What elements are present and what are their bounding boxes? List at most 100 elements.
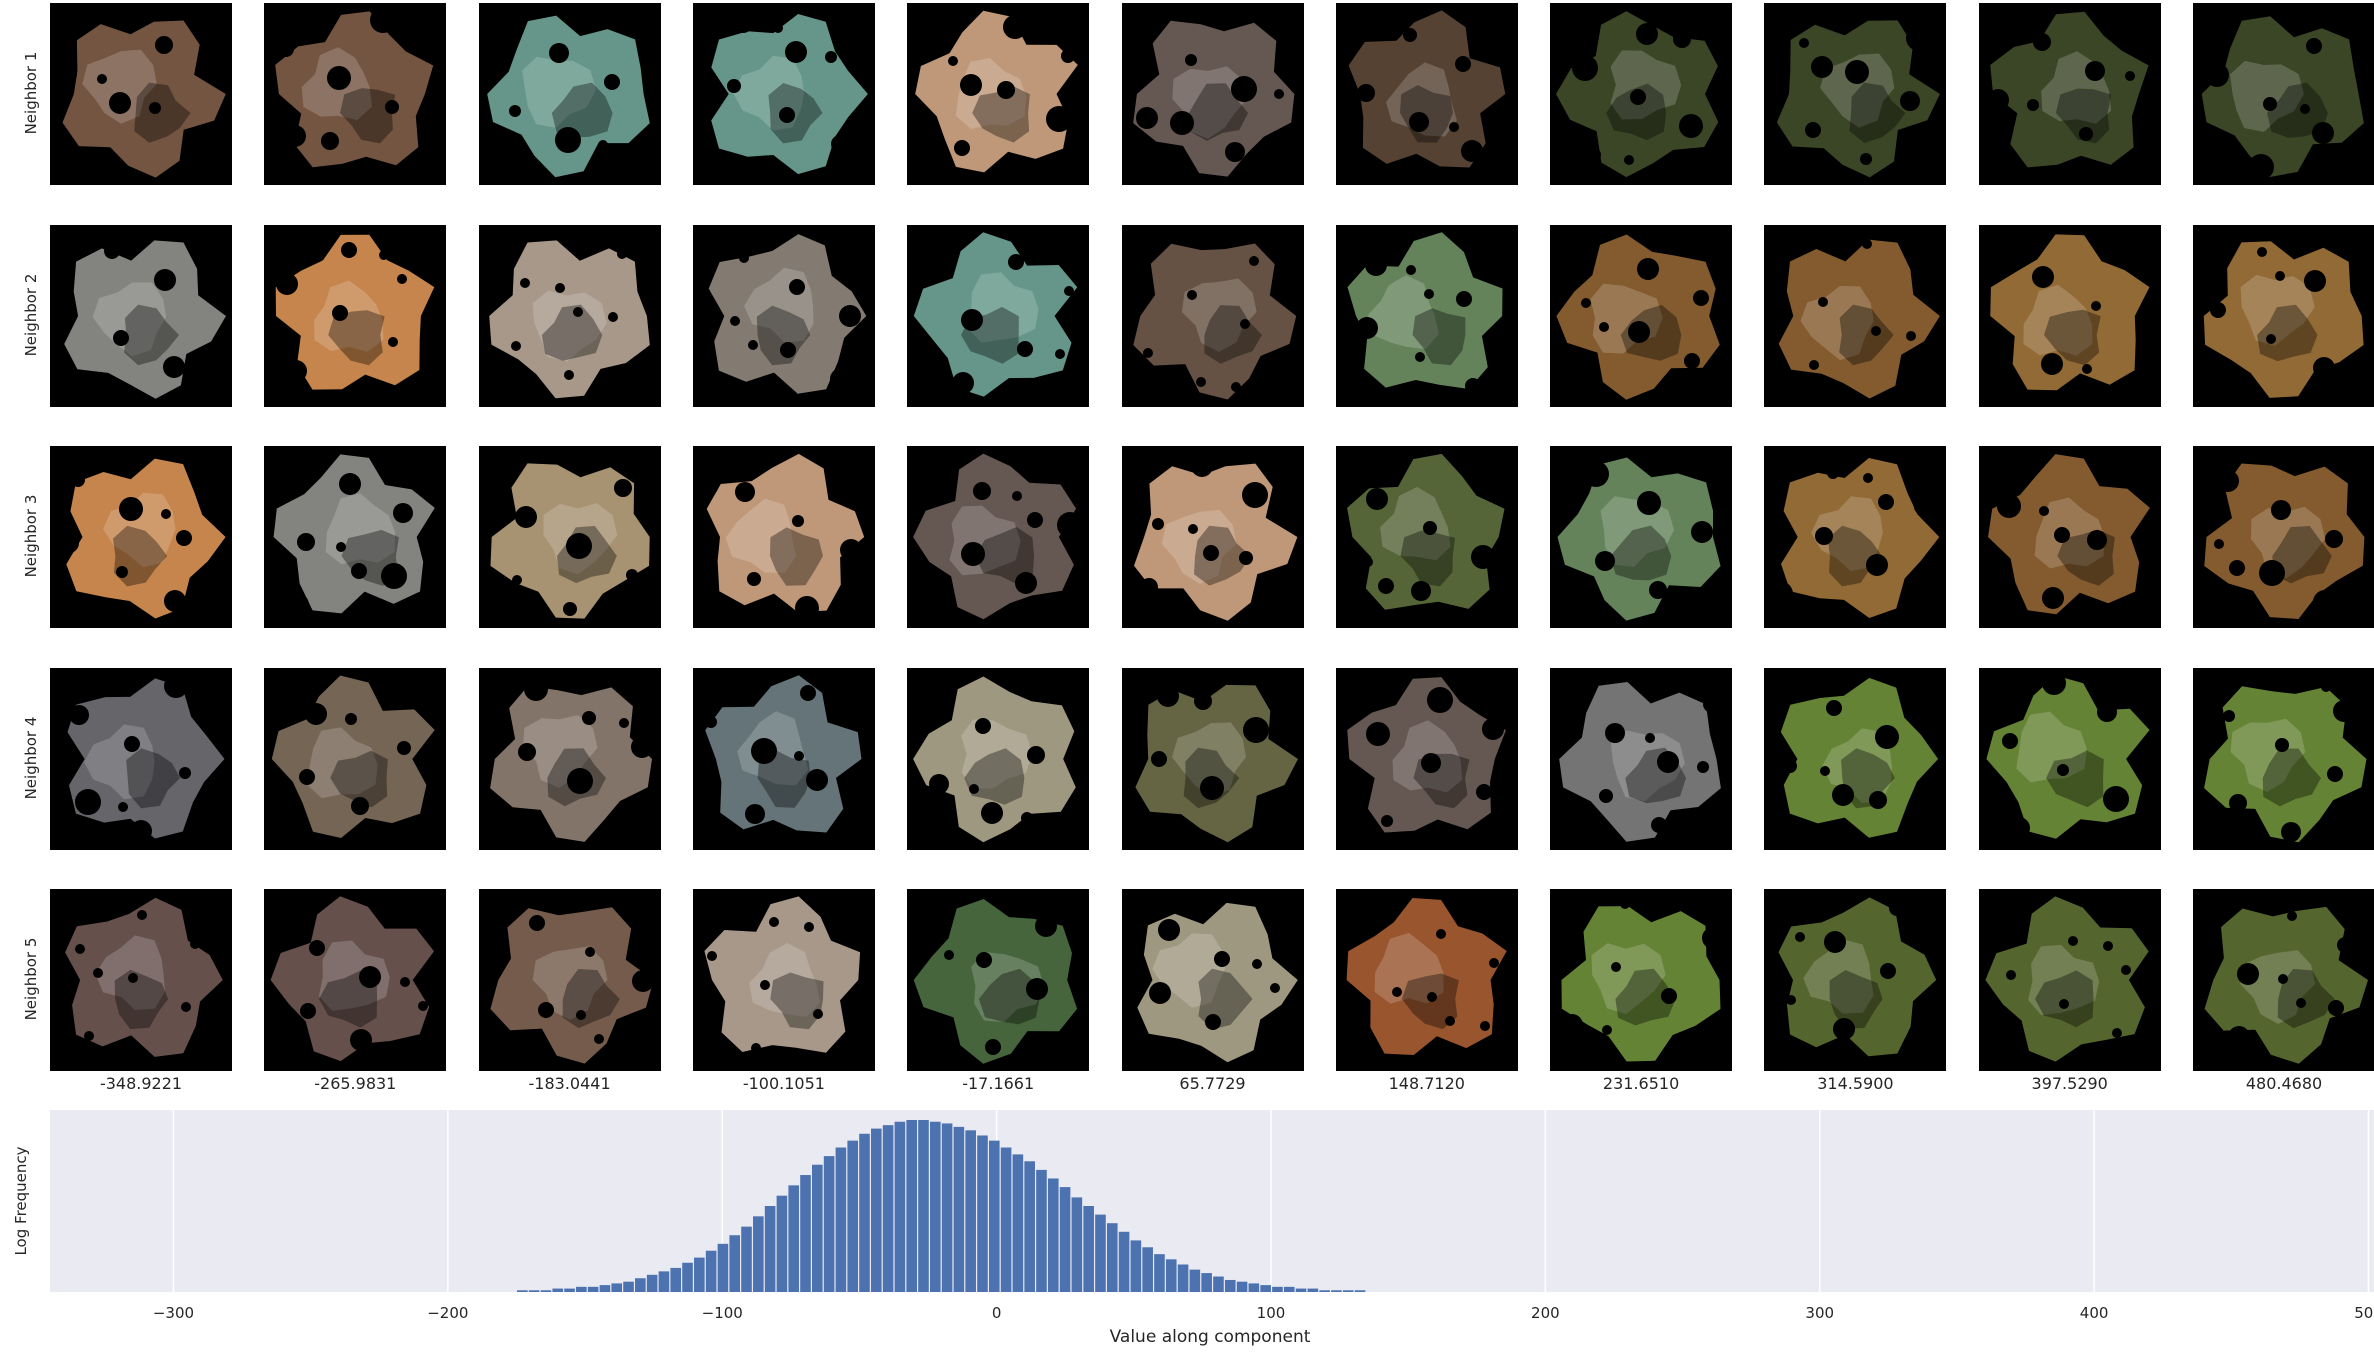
neighbor-image-tile	[1550, 668, 1732, 850]
column-value-label: 148.7120	[1336, 1074, 1518, 1093]
histogram-bar	[1272, 1287, 1283, 1292]
column-value-label: -17.1661	[907, 1074, 1089, 1093]
histogram-bar	[1024, 1161, 1035, 1292]
histogram-bar	[859, 1134, 870, 1292]
x-tick-labels: −300 −200 −100 0 100 200 300 400 500	[153, 1304, 2374, 1322]
histogram-bar	[847, 1141, 858, 1292]
neighbor-image-tile	[2193, 668, 2374, 850]
histogram-bar	[1190, 1270, 1201, 1292]
histogram-bar	[529, 1290, 540, 1292]
histogram-bar	[1319, 1290, 1330, 1292]
neighbor-image-tile	[1550, 446, 1732, 628]
neighbor-image-tile	[1979, 446, 2161, 628]
histogram-bar	[918, 1120, 929, 1292]
x-tick-label: 200	[1531, 1304, 1560, 1322]
neighbor-image-tile	[479, 225, 661, 407]
histogram-bar	[1060, 1187, 1071, 1292]
histogram-bar	[883, 1125, 894, 1292]
neighbor-image-tile	[1336, 446, 1518, 628]
histogram-bar	[1284, 1287, 1295, 1292]
histogram-bar	[836, 1148, 847, 1292]
neighbor-image-tile	[693, 225, 875, 407]
histogram-bar	[977, 1135, 988, 1292]
histogram-bar	[588, 1287, 599, 1292]
column-value-label: -348.9221	[50, 1074, 232, 1093]
plot-background	[50, 1110, 2374, 1292]
histogram-bar	[564, 1289, 575, 1292]
neighbor-image-tile	[1764, 889, 1946, 1071]
histogram-bar	[1072, 1197, 1083, 1292]
histogram-bar	[600, 1285, 611, 1292]
histogram-bar	[635, 1278, 646, 1292]
neighbor-image-tile	[264, 3, 446, 185]
histogram-bar	[765, 1206, 776, 1292]
histogram-bar	[824, 1156, 835, 1292]
neighbor-image-tile	[693, 446, 875, 628]
histogram-bar	[1048, 1178, 1059, 1292]
neighbor-image-tile	[2193, 889, 2374, 1071]
neighbor-image-tile	[479, 668, 661, 850]
histogram-bar	[989, 1141, 1000, 1292]
neighbor-image-tile	[50, 446, 232, 628]
neighbor-image-tile	[907, 3, 1089, 185]
histogram-bar	[1107, 1223, 1118, 1292]
neighbor-image-grid: Neighbor 1 Neighbor 2 Neighbor 3 Neighbor 4…	[0, 0, 2374, 1100]
histogram-bar	[954, 1127, 965, 1292]
neighbor-image-tile	[1122, 889, 1304, 1071]
histogram-bar	[623, 1282, 634, 1292]
column-value-label: -265.9831	[264, 1074, 446, 1093]
histogram-bar	[1166, 1259, 1177, 1292]
column-value-label: 231.6510	[1550, 1074, 1732, 1093]
neighbor-image-tile	[1764, 3, 1946, 185]
neighbor-image-tile	[1550, 3, 1732, 185]
x-tick-label: −300	[153, 1304, 194, 1322]
neighbor-image-tile	[1336, 889, 1518, 1071]
neighbor-image-tile	[1336, 3, 1518, 185]
column-value-label: 65.7729	[1122, 1074, 1304, 1093]
histogram-bar	[694, 1258, 705, 1292]
histogram-bar	[1119, 1232, 1130, 1292]
row-label: Neighbor 4	[22, 668, 40, 848]
neighbor-image-tile	[1979, 3, 2161, 185]
row-label: Neighbor 3	[22, 446, 40, 626]
histogram-bar	[659, 1271, 670, 1292]
neighbor-image-tile	[479, 3, 661, 185]
histogram-bar	[1260, 1285, 1271, 1292]
histogram-bar	[753, 1216, 764, 1292]
histogram-bar	[965, 1130, 976, 1292]
histogram-bar	[1296, 1289, 1307, 1292]
neighbor-image-tile	[1122, 225, 1304, 407]
histogram-panel: −300 −200 −100 0 100 200 300 400 500 Value along…	[0, 1100, 2374, 1363]
histogram-bar	[1331, 1290, 1342, 1292]
histogram-bar	[718, 1244, 729, 1292]
x-axis-label: Value along component	[1110, 1327, 1311, 1347]
histogram-bar	[1178, 1264, 1189, 1292]
row-label: Neighbor 5	[22, 889, 40, 1069]
neighbor-image-tile	[2193, 3, 2374, 185]
neighbor-image-tile	[50, 889, 232, 1071]
histogram-bar	[1154, 1254, 1165, 1292]
neighbor-image-tile	[693, 889, 875, 1071]
neighbor-image-tile	[479, 889, 661, 1071]
histogram-bar	[670, 1268, 681, 1292]
neighbor-image-tile	[1764, 225, 1946, 407]
neighbor-image-tile	[1336, 225, 1518, 407]
histogram-bar	[812, 1165, 823, 1292]
row-label: Neighbor 2	[22, 225, 40, 405]
histogram-bar	[895, 1122, 906, 1292]
histogram-bar	[1001, 1148, 1012, 1292]
histogram-bar	[541, 1290, 552, 1292]
histogram-bar	[1013, 1154, 1024, 1292]
histogram-chart: −300 −200 −100 0 100 200 300 400 500 Value along…	[0, 1100, 2374, 1363]
neighbor-image-tile	[693, 668, 875, 850]
histogram-bar	[1237, 1282, 1248, 1292]
x-tick-label: 500	[2354, 1304, 2374, 1322]
neighbor-image-tile	[1336, 668, 1518, 850]
neighbor-image-tile	[479, 446, 661, 628]
neighbor-image-tile	[1550, 889, 1732, 1071]
neighbor-image-tile	[907, 889, 1089, 1071]
histogram-bar	[729, 1235, 740, 1292]
histogram-bar	[942, 1123, 953, 1292]
neighbor-image-tile	[1764, 446, 1946, 628]
histogram-bar	[930, 1122, 941, 1292]
